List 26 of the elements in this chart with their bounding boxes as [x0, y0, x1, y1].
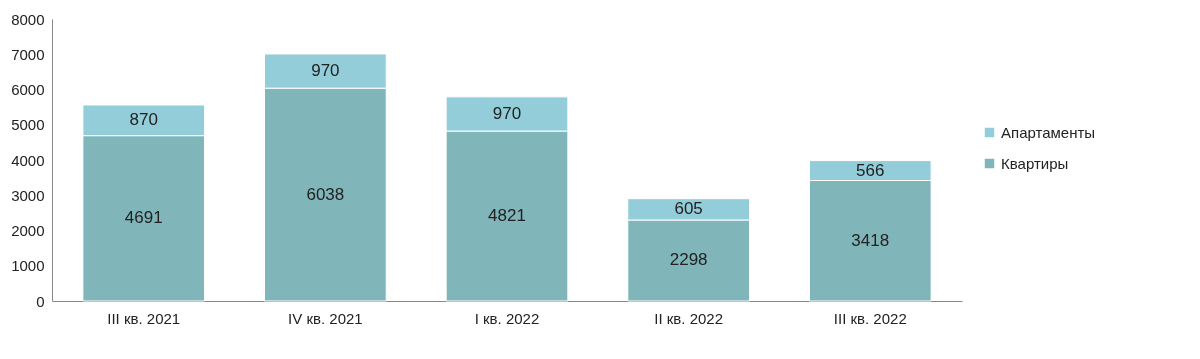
data-label: 4821 [488, 206, 526, 226]
y-tick-label: 3000 [11, 186, 45, 204]
y-tick-label: 8000 [11, 10, 45, 28]
y-tick-label: 7000 [11, 45, 45, 63]
y-tick-label: 5000 [11, 116, 45, 134]
x-tick-label: I кв. 2022 [474, 309, 540, 327]
data-label: 2298 [669, 250, 708, 270]
data-label: 970 [311, 61, 340, 81]
y-tick-label: 6000 [11, 81, 45, 98]
data-label: 870 [129, 110, 158, 130]
x-tick-label: III кв. 2021 [107, 309, 181, 327]
x-tick-label: II кв. 2022 [654, 309, 724, 327]
data-label: 566 [856, 160, 885, 180]
y-tick-label: 0 [36, 292, 45, 310]
legend-label: Квартиры [1001, 154, 1069, 172]
data-label: 970 [492, 103, 522, 123]
data-label: 3418 [851, 230, 890, 250]
x-tick-label: IV кв. 2021 [288, 309, 363, 327]
y-tick-label: 2000 [11, 222, 45, 239]
data-label: 605 [674, 199, 703, 219]
y-tick-label: 4000 [11, 151, 45, 169]
data-label: 4691 [124, 208, 163, 228]
y-tick-label: 1000 [11, 257, 45, 275]
x-tick-label: III кв. 2022 [833, 309, 907, 327]
legend-label: Апартаменты [1001, 123, 1096, 141]
data-label: 6038 [306, 184, 345, 204]
